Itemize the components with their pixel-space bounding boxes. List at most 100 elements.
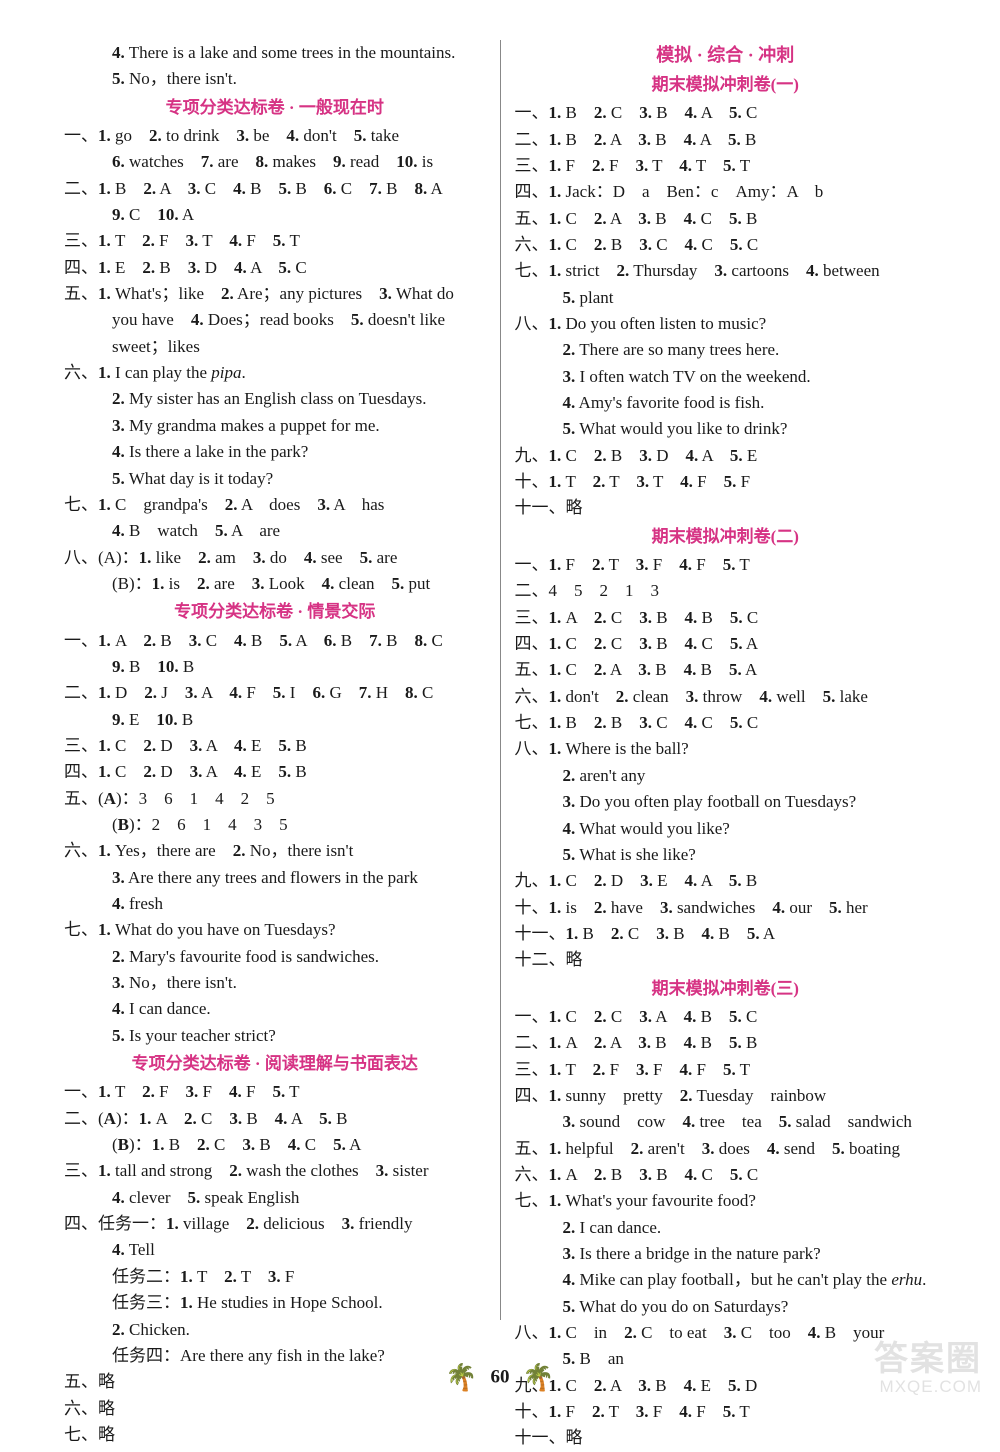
- text-line: 4. I can dance.: [64, 996, 486, 1022]
- right-sec3-title: 期末模拟冲刺卷(三): [515, 976, 937, 1002]
- text-line: 2. Chicken.: [64, 1317, 486, 1343]
- text-line: 八、1. C in 2. C to eat 3. C too 4. B your: [515, 1320, 937, 1346]
- text-line: 一、1. C 2. C 3. A 4. B 5. C: [515, 1004, 937, 1030]
- text-line: 三、1. F 2. F 3. T 4. T 5. T: [515, 153, 937, 179]
- text-line: 十一、略: [515, 1425, 937, 1451]
- text-line: 七、略: [64, 1422, 486, 1448]
- right-sec2-title: 期末模拟冲刺卷(二): [515, 524, 937, 550]
- text-line: 2. aren't any: [515, 763, 937, 789]
- right-sec1-lines: 一、1. B 2. C 3. B 4. A 5. C二、1. B 2. A 3.…: [515, 100, 937, 522]
- text-line: 2. I can dance.: [515, 1215, 937, 1241]
- text-line: 一、1. go 2. to drink 3. be 4. don't 5. ta…: [64, 123, 486, 149]
- text-line: 5. What day is it today?: [64, 466, 486, 492]
- left-column: 4. There is a lake and some trees in the…: [50, 40, 501, 1320]
- text-line: 5. What do you do on Saturdays?: [515, 1294, 937, 1320]
- text-line: 9. B 10. B: [64, 654, 486, 680]
- text-line: 十二、略: [515, 947, 937, 973]
- text-line: 4. fresh: [64, 891, 486, 917]
- text-line: 七、1. B 2. B 3. C 4. C 5. C: [515, 710, 937, 736]
- watermark-top: 答案圈: [874, 1341, 982, 1378]
- text-line: 五、1. What's；like 2. Are；any pictures 3. …: [64, 281, 486, 307]
- columns-wrapper: 4. There is a lake and some trees in the…: [50, 40, 950, 1320]
- text-line: 九、1. C 2. D 3. E 4. A 5. B: [515, 868, 937, 894]
- text-line: 4. clever 5. speak English: [64, 1185, 486, 1211]
- text-line: 4. There is a lake and some trees in the…: [64, 40, 486, 66]
- text-line: 九、1. C 2. B 3. D 4. A 5. E: [515, 443, 937, 469]
- text-line: 5. No，there isn't.: [64, 66, 486, 92]
- text-line: 2. My sister has an English class on Tue…: [64, 386, 486, 412]
- text-line: 二、1. B 2. A 3. C 4. B 5. B 6. C 7. B 8. …: [64, 176, 486, 202]
- text-line: 五、(A)：3 6 1 4 2 5: [64, 786, 486, 812]
- text-line: 八、1. Where is the ball?: [515, 736, 937, 762]
- text-line: 5. Is your teacher strict?: [64, 1023, 486, 1049]
- text-line: 十、1. F 2. T 3. F 4. F 5. T: [515, 1399, 937, 1425]
- text-line: 3. No，there isn't.: [64, 970, 486, 996]
- text-line: 七、1. C grandpa's 2. A does 3. A has: [64, 492, 486, 518]
- text-line: 四、1. C 2. C 3. B 4. C 5. A: [515, 631, 937, 657]
- text-line: 五、1. helpful 2. aren't 3. does 4. send 5…: [515, 1136, 937, 1162]
- right-sec1-title: 期末模拟冲刺卷(一): [515, 72, 937, 98]
- text-line: you have 4. Does；read books 5. doesn't l…: [64, 307, 486, 333]
- text-line: 三、1. T 2. F 3. T 4. F 5. T: [64, 228, 486, 254]
- text-line: 三、1. A 2. C 3. B 4. B 5. C: [515, 605, 937, 631]
- text-line: 5. What would you like to drink?: [515, 416, 937, 442]
- watermark: 答案圈 MXQE.COM: [874, 1341, 982, 1397]
- text-line: 六、1. don't 2. clean 3. throw 4. well 5. …: [515, 684, 937, 710]
- left-pre-lines: 4. There is a lake and some trees in the…: [64, 40, 486, 93]
- text-line: (B)：2 6 1 4 3 5: [64, 812, 486, 838]
- text-line: 七、1. What do you have on Tuesdays?: [64, 917, 486, 943]
- text-line: 七、1. What's your favourite food?: [515, 1188, 937, 1214]
- text-line: 四、任务一：1. village 2. delicious 3. friendl…: [64, 1211, 486, 1237]
- text-line: 3. Are there any trees and flowers in th…: [64, 865, 486, 891]
- text-line: 十、1. is 2. have 3. sandwiches 4. our 5. …: [515, 895, 937, 921]
- text-line: 一、1. F 2. T 3. F 4. F 5. T: [515, 552, 937, 578]
- text-line: 四、1. E 2. B 3. D 4. A 5. C: [64, 255, 486, 281]
- text-line: 任务三：1. He studies in Hope School.: [64, 1290, 486, 1316]
- text-line: 五、1. C 2. A 3. B 4. C 5. B: [515, 206, 937, 232]
- right-main-title: 模拟 · 综合 · 冲刺: [515, 42, 937, 70]
- text-line: 4. What would you like?: [515, 816, 937, 842]
- text-line: 二、1. B 2. A 3. B 4. A 5. B: [515, 127, 937, 153]
- text-line: 9. E 10. B: [64, 707, 486, 733]
- text-line: 十、1. T 2. T 3. T 4. F 5. F: [515, 469, 937, 495]
- text-line: 5. plant: [515, 285, 937, 311]
- text-line: 二、1. A 2. A 3. B 4. B 5. B: [515, 1030, 937, 1056]
- left-sec3-title: 专项分类达标卷 · 阅读理解与书面表达: [64, 1051, 486, 1077]
- text-line: 4. Amy's favorite food is fish.: [515, 390, 937, 416]
- text-line: 二、(A)：1. A 2. C 3. B 4. A 5. B: [64, 1106, 486, 1132]
- text-line: 3. sound cow 4. tree tea 5. salad sandwi…: [515, 1109, 937, 1135]
- text-line: (B)：1. B 2. C 3. B 4. C 5. A: [64, 1132, 486, 1158]
- left-sec2-title: 专项分类达标卷 · 情景交际: [64, 599, 486, 625]
- right-column: 模拟 · 综合 · 冲刺 期末模拟冲刺卷(一) 一、1. B 2. C 3. B…: [501, 40, 951, 1320]
- text-line: 3. My grandma makes a puppet for me.: [64, 413, 486, 439]
- text-line: 2. Mary's favourite food is sandwiches.: [64, 944, 486, 970]
- right-sec2-lines: 一、1. F 2. T 3. F 4. F 5. T二、4 5 2 1 3三、1…: [515, 552, 937, 974]
- palm-icon-left: 🌴: [445, 1363, 477, 1392]
- text-line: 二、4 5 2 1 3: [515, 578, 937, 604]
- text-line: 一、1. A 2. B 3. C 4. B 5. A 6. B 7. B 8. …: [64, 628, 486, 654]
- text-line: 3. I often watch TV on the weekend.: [515, 364, 937, 390]
- text-line: 三、1. C 2. D 3. A 4. E 5. B: [64, 733, 486, 759]
- text-line: sweet；likes: [64, 334, 486, 360]
- left-sec2-lines: 一、1. A 2. B 3. C 4. B 5. A 6. B 7. B 8. …: [64, 628, 486, 1050]
- text-line: 4. B watch 5. A are: [64, 518, 486, 544]
- palm-icon-right: 🌴: [522, 1363, 554, 1392]
- text-line: 4. Tell: [64, 1237, 486, 1263]
- text-line: 9. C 10. A: [64, 202, 486, 228]
- text-line: 四、1. Jack：D a Ben：c Amy：A b: [515, 179, 937, 205]
- text-line: 八、1. Do you often listen to music?: [515, 311, 937, 337]
- text-line: 四、1. sunny pretty 2. Tuesday rainbow: [515, 1083, 937, 1109]
- text-line: 三、1. T 2. F 3. F 4. F 5. T: [515, 1057, 937, 1083]
- left-sec1-title: 专项分类达标卷 · 一般现在时: [64, 95, 486, 121]
- text-line: 五、1. C 2. A 3. B 4. B 5. A: [515, 657, 937, 683]
- text-line: 四、1. C 2. D 3. A 4. E 5. B: [64, 759, 486, 785]
- text-line: 七、1. strict 2. Thursday 3. cartoons 4. b…: [515, 258, 937, 284]
- text-line: 二、1. D 2. J 3. A 4. F 5. I 6. G 7. H 8. …: [64, 680, 486, 706]
- text-line: 六、1. I can play the pipa.: [64, 360, 486, 386]
- watermark-bottom: MXQE.COM: [874, 1378, 982, 1397]
- page-root: 4. There is a lake and some trees in the…: [0, 0, 1000, 1415]
- page-footer: 🌴 60 🌴: [0, 1363, 1000, 1393]
- text-line: (B)：1. is 2. are 3. Look 4. clean 5. put: [64, 571, 486, 597]
- text-line: 十一、1. B 2. C 3. B 4. B 5. A: [515, 921, 937, 947]
- text-line: 2. There are so many trees here.: [515, 337, 937, 363]
